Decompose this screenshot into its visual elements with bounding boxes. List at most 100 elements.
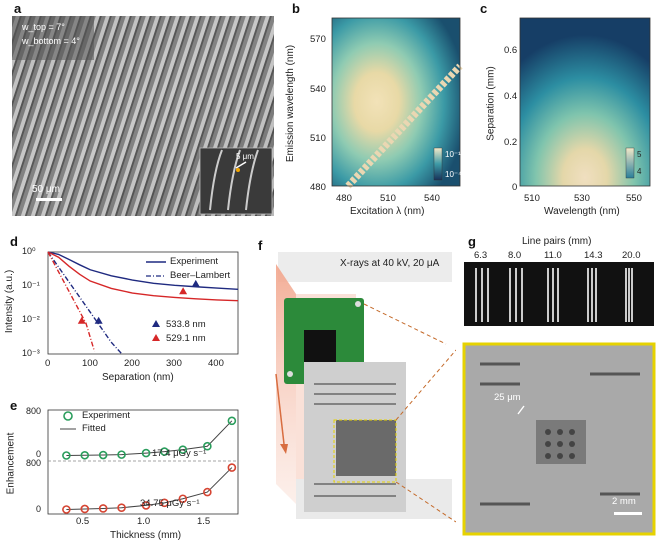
c-ylabel: Separation (mm) [485,66,497,141]
e-dose-top: 17.4 μGy s⁻¹ [152,448,207,459]
panel-e-label: e [10,398,18,413]
panel-g-illustration [462,262,656,536]
panel-e: e 800 0 800 0 0.5 1.0 1.5 Thickness (mm)… [0,398,250,545]
panel-f: f X-rays at 40 kV, 20 μA [256,234,457,545]
c-xtick-510: 510 [524,193,540,204]
panel-d-chart [47,251,239,355]
d-ytick-0: 10⁰ [22,246,36,256]
e-xtick-15: 1.5 [197,516,211,527]
e-point-1-3 [117,503,126,512]
panel-f-label: f [258,238,263,253]
e-point-1-2 [98,504,108,513]
panel-g-label: g [468,234,476,249]
panel-d: d 10⁰ 10⁻¹ 10⁻² 10⁻³ 0 100 200 300 400 S… [0,234,250,394]
e-point-1-1 [80,504,90,514]
d-ylabel: Intensity (a.u.) [4,269,16,334]
c-xlabel: Wavelength (nm) [544,206,620,217]
d-marker-1-1 [179,287,188,295]
d-ytick-2: 10⁻² [22,314,40,324]
e-axes-frame [47,409,239,515]
panel-g: g Line pairs (mm) 6.3 8.0 11.0 14.3 20.0… [460,234,656,545]
b-cbar-bottom: 10⁻⁴ [445,170,462,179]
b-cbar-top: 10⁻¹ [445,150,461,159]
e-point-1-8 [227,463,237,472]
d-legend-red: 529.1 nm [166,333,206,344]
panel-b-label: b [292,1,300,16]
e-point-0-1 [80,450,90,460]
e-fit-line-0 [66,420,233,457]
inset-scalebar-label: 5 μm [236,152,254,161]
panel-e-chart [47,409,239,515]
d-legend-blue-marker [152,320,160,327]
scalebar-label: 50 μm [32,184,60,195]
d-legend-blue: 533.8 nm [166,319,206,330]
panel-f-illustration [256,234,457,545]
line-pair-2: 8.0 [508,250,522,261]
line-pair-3: 11.0 [544,250,562,261]
d-xtick-300: 300 [166,358,182,369]
panel-b-heatmap [331,17,463,189]
e-point-0-8 [227,416,237,426]
e-fit-line-1 [66,467,233,510]
e-ytick-top-0: 0 [36,449,42,459]
angle-top-label: w_top = 7° [22,22,65,32]
d-series-3 [47,251,96,352]
e-ylabel: Enhancement [5,432,17,495]
e-point-1-5 [160,498,169,508]
panel-c: c 0.6 0.4 0.2 0 510 530 550 Wavelength (… [476,0,656,225]
c-ytick-02: 0.2 [504,137,518,148]
d-xtick-400: 400 [208,358,224,369]
d-legend-red-marker [152,334,160,341]
c-ytick-04: 0.4 [504,91,518,102]
d-legend-beer: Beer–Lambert [170,270,231,281]
d-series-2 [47,251,123,355]
panel-b: b 570 540 510 480 480 510 540 Excitation… [285,0,466,225]
d-ytick-3: 10⁻³ [22,348,40,358]
d-marker-0-0 [94,316,103,324]
panel-c-heatmap [519,17,651,187]
c-xtick-550: 550 [626,193,642,204]
f-guide-line [395,349,457,421]
g-scalebar [614,512,642,515]
panel-a-label: a [14,1,22,16]
e-point-0-0 [62,451,71,460]
b-ylabel: Emission wavelength (nm) [285,44,297,163]
b-xtick-540: 540 [424,193,440,204]
panel-d-label: d [10,234,18,249]
panel-a: a w_top = 7° w_bottom = 4° 50 μm 5 μm [0,0,280,220]
d-marker-1-0 [77,316,86,324]
d-xtick-100: 100 [82,358,98,369]
e-point-0-5 [160,447,169,456]
angle-bottom-label: w_bottom = 4° [22,36,80,46]
e-legend-experiment: Experiment [82,410,131,421]
b-xtick-510: 510 [380,193,396,204]
xray-condition-label: X-rays at 40 kV, 20 μA [340,258,440,269]
e-point-1-4 [141,501,151,510]
c-cbar-top: 5 [637,150,642,159]
c-ytick-06: 0.6 [504,45,518,56]
e-xtick-05: 0.5 [76,516,90,527]
e-dose-bottom: 34.75 μGy s⁻¹ [140,498,200,509]
e-point-0-6 [178,445,188,454]
line-pairs-title: Line pairs (mm) [522,236,592,247]
d-xtick-0: 0 [45,358,51,369]
e-point-1-6 [178,494,188,504]
b-ytick-480: 480 [310,182,326,193]
e-point-1-7 [203,487,212,497]
d-legend-experiment: Experiment [170,256,219,267]
e-point-0-2 [98,450,108,460]
b-xtick-480: 480 [336,193,352,204]
d-axes-frame [47,251,239,355]
d-xlabel: Separation (nm) [102,372,174,383]
d-ytick-1: 10⁻¹ [22,280,40,290]
panel-c-label: c [480,1,488,16]
e-point-0-4 [141,448,151,458]
g-scalebar-label: 2 mm [612,496,636,507]
line-pair-1: 6.3 [474,250,488,261]
panel-a-sem-image [12,16,274,216]
e-point-0-3 [117,450,126,459]
b-ytick-510: 510 [310,133,326,144]
c-cbar-bottom: 4 [637,167,642,176]
c-xtick-530: 530 [574,193,590,204]
e-point-0-7 [203,441,212,451]
